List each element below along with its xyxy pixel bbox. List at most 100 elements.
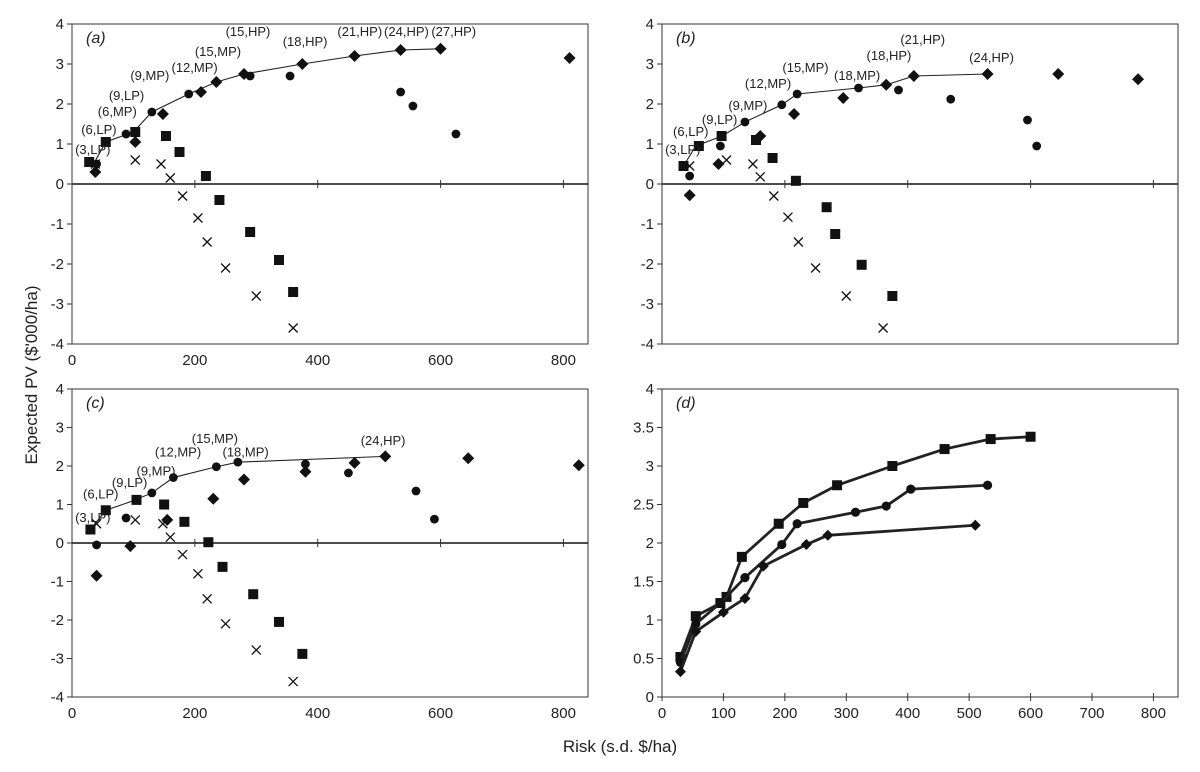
x-tick-label: 400 xyxy=(305,352,330,369)
y-tick-label: 0 xyxy=(56,176,64,193)
diamond-point xyxy=(683,189,696,202)
circle-point xyxy=(411,486,421,496)
y-tick-label: -3 xyxy=(641,296,654,313)
diamond-point xyxy=(690,626,702,638)
square-point xyxy=(217,561,228,572)
square-point xyxy=(248,589,259,600)
circle-point xyxy=(451,129,461,139)
cross-point xyxy=(90,159,101,169)
point-annotation: (6,LP) xyxy=(81,122,116,137)
cross-point xyxy=(202,237,213,247)
point-annotation: (3,LP) xyxy=(75,142,110,157)
circle-point xyxy=(121,513,131,523)
square-point xyxy=(85,524,96,535)
cross-point xyxy=(220,263,231,273)
y-tick-label: 3 xyxy=(646,56,654,73)
circle-point xyxy=(121,129,131,139)
x-tick-label: 0 xyxy=(658,705,666,722)
circle-point xyxy=(344,468,353,478)
point-annotation: (18,MP) xyxy=(834,68,880,83)
x-tick-label: 100 xyxy=(711,705,736,722)
cross-point xyxy=(782,212,793,223)
circle-point xyxy=(184,89,194,99)
cross-point xyxy=(177,191,188,201)
diamond-point xyxy=(572,459,585,472)
square-point xyxy=(130,127,141,137)
y-tick-label: 2.5 xyxy=(633,497,654,514)
x-tick-label: 200 xyxy=(772,705,797,722)
x-tick-label: 700 xyxy=(1079,705,1104,722)
circle-point xyxy=(850,507,861,517)
diamond-point xyxy=(379,450,392,463)
y-tick-label: 1 xyxy=(56,497,64,514)
diamond-point xyxy=(788,108,801,120)
circle-point xyxy=(685,171,695,181)
square-point xyxy=(767,153,778,163)
point-annotation: (9,LP) xyxy=(109,88,144,103)
circle-point xyxy=(211,462,221,472)
y-tick-label: 1.5 xyxy=(633,574,654,591)
circle-point xyxy=(792,89,802,99)
cross-point xyxy=(91,518,102,529)
diamond-point xyxy=(129,136,142,148)
x-tick-label: 300 xyxy=(834,705,859,722)
diamond-point xyxy=(717,606,729,618)
square-point xyxy=(274,255,285,265)
circle-point xyxy=(92,540,101,550)
circle-point xyxy=(285,71,295,81)
point-annotation: (18,HP) xyxy=(867,48,912,63)
diamond-point xyxy=(296,58,309,70)
cross-point xyxy=(165,173,176,183)
diamond-point xyxy=(462,452,475,465)
y-tick-label: 1 xyxy=(646,612,654,629)
square-point xyxy=(736,551,747,562)
square-point xyxy=(179,516,190,527)
diamond-point xyxy=(712,158,725,170)
cross-point xyxy=(755,171,766,182)
chart-panel: -4 -3 -2 -1 0 1 2 3 4 0 200 400 600 800 (a) (3,LP) (6,LP… xyxy=(51,16,589,369)
y-tick-label: 3 xyxy=(56,56,64,73)
square-point xyxy=(939,444,950,455)
point-annotation: (24,HP) xyxy=(969,50,1014,65)
square-point xyxy=(274,616,285,627)
x-tick-label: 0 xyxy=(68,352,76,369)
circle-point xyxy=(777,539,787,550)
diamond-point xyxy=(674,666,686,678)
cross-point xyxy=(288,676,299,687)
point-annotation: (18,MP) xyxy=(223,444,269,459)
circle-point xyxy=(715,598,725,608)
square-point xyxy=(798,497,809,508)
point-annotation: (3,LP) xyxy=(665,142,700,157)
cross-point xyxy=(130,514,141,525)
diamond-point xyxy=(89,166,102,178)
point-annotation: (21,HP) xyxy=(900,32,945,47)
square-point xyxy=(985,434,996,445)
square-point xyxy=(830,229,841,239)
y-tick-label: 0 xyxy=(646,689,654,706)
circle-point xyxy=(715,141,725,151)
y-tick-label: 0.5 xyxy=(633,651,654,668)
circle-point xyxy=(147,488,157,498)
diamond-point xyxy=(981,68,994,80)
y-tick-label: 3.5 xyxy=(633,420,654,437)
square-point xyxy=(84,157,95,167)
point-annotation: (6,LP) xyxy=(83,487,118,502)
square-point xyxy=(773,518,784,529)
y-tick-label: -3 xyxy=(51,651,64,668)
efficient-frontier-line xyxy=(683,73,988,167)
diamond-point xyxy=(907,70,920,82)
cross-point xyxy=(220,618,231,629)
square-point xyxy=(856,259,867,270)
y-tick-label: 4 xyxy=(646,16,654,33)
x-tick-label: 600 xyxy=(428,705,453,722)
diamond-point xyxy=(739,592,751,604)
square-point xyxy=(821,202,832,213)
series-line xyxy=(679,435,1031,658)
point-annotation: (12,MP) xyxy=(745,76,791,91)
y-tick-label: 1 xyxy=(646,136,654,153)
diamond-point xyxy=(1132,73,1145,86)
point-annotation: (27,HP) xyxy=(431,24,476,39)
y-axis-title: Expected PV ($'000/ha) xyxy=(22,285,41,464)
panel-label: (b) xyxy=(676,30,696,47)
point-annotation: (9,LP) xyxy=(702,112,737,127)
